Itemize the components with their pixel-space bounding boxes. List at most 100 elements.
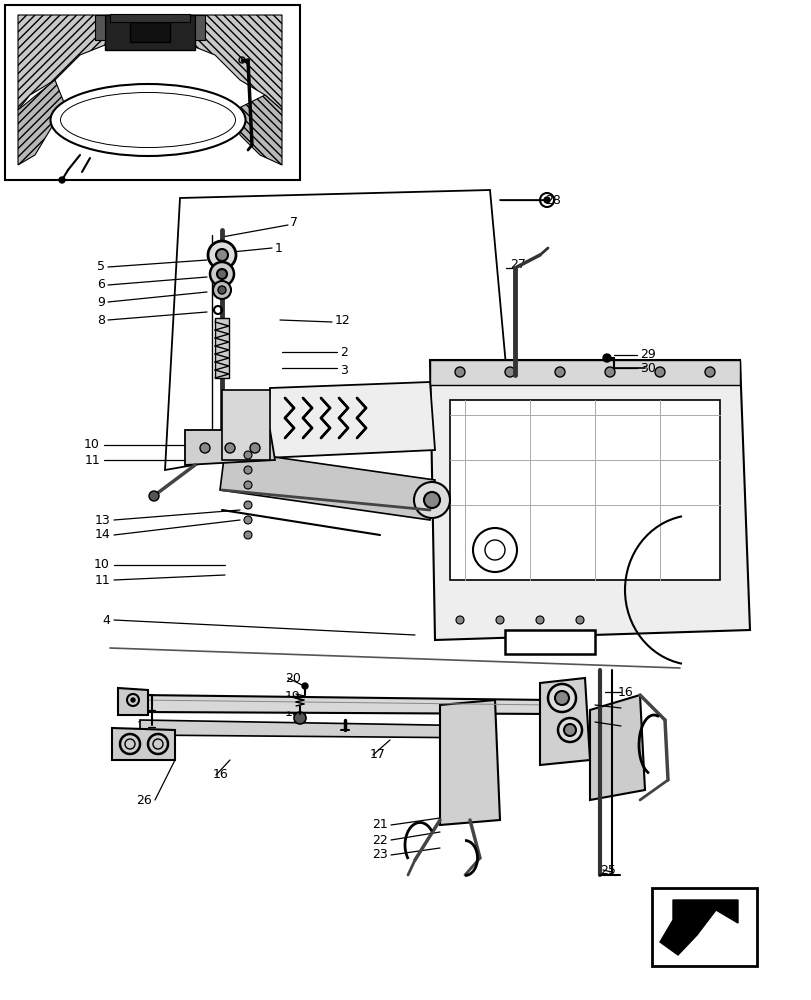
Circle shape — [557, 718, 581, 742]
Circle shape — [148, 491, 159, 501]
Circle shape — [414, 482, 449, 518]
Circle shape — [243, 466, 251, 474]
Text: 11: 11 — [94, 574, 109, 586]
Circle shape — [200, 443, 210, 453]
Polygon shape — [264, 382, 435, 458]
Polygon shape — [112, 728, 175, 760]
Text: 29: 29 — [639, 349, 655, 361]
Polygon shape — [220, 450, 435, 520]
Circle shape — [554, 691, 569, 705]
Text: 27: 27 — [509, 258, 526, 271]
Text: 26: 26 — [136, 794, 152, 806]
Text: 8: 8 — [97, 314, 105, 326]
Polygon shape — [178, 15, 281, 110]
Circle shape — [243, 451, 251, 459]
Bar — [651, 888, 756, 966]
Circle shape — [243, 531, 251, 539]
Text: 4: 4 — [102, 613, 109, 626]
Circle shape — [496, 616, 504, 624]
Text: 13: 13 — [94, 514, 109, 526]
Circle shape — [654, 367, 664, 377]
Polygon shape — [18, 15, 281, 170]
Circle shape — [575, 616, 583, 624]
Circle shape — [59, 177, 65, 183]
Text: 21: 21 — [371, 818, 388, 832]
Polygon shape — [18, 80, 65, 165]
Circle shape — [302, 683, 307, 689]
Circle shape — [250, 443, 260, 453]
Text: 18: 18 — [285, 706, 301, 718]
Polygon shape — [590, 695, 644, 800]
Circle shape — [456, 616, 463, 624]
Text: 9: 9 — [97, 296, 105, 308]
Circle shape — [547, 684, 575, 712]
Bar — [195, 15, 204, 40]
Polygon shape — [165, 190, 509, 470]
Text: 25: 25 — [599, 863, 615, 876]
Circle shape — [243, 501, 251, 509]
Text: 17: 17 — [370, 748, 385, 762]
Text: 10: 10 — [94, 558, 109, 572]
Text: 1: 1 — [275, 241, 282, 254]
Polygon shape — [18, 15, 109, 110]
Text: 30: 30 — [639, 361, 655, 374]
Text: 16: 16 — [617, 686, 633, 698]
Polygon shape — [430, 360, 739, 385]
Polygon shape — [539, 678, 590, 765]
Polygon shape — [440, 700, 500, 825]
Bar — [109, 14, 190, 22]
Circle shape — [603, 354, 610, 362]
Bar — [95, 15, 105, 40]
Circle shape — [216, 249, 228, 261]
Circle shape — [131, 698, 135, 702]
Text: 20: 20 — [285, 672, 301, 684]
Circle shape — [454, 367, 465, 377]
Text: 24: 24 — [617, 702, 633, 714]
Text: 22: 22 — [371, 834, 388, 846]
Circle shape — [243, 516, 251, 524]
Polygon shape — [659, 900, 737, 955]
Text: 23: 23 — [371, 848, 388, 861]
Ellipse shape — [50, 84, 245, 156]
Circle shape — [217, 286, 225, 294]
Polygon shape — [118, 688, 148, 715]
Text: 14: 14 — [94, 528, 109, 542]
Bar — [130, 22, 169, 42]
Text: 10: 10 — [84, 438, 100, 452]
Text: 1.21.0: 1.21.0 — [509, 637, 554, 650]
Text: 19: 19 — [285, 690, 300, 702]
Circle shape — [543, 197, 549, 203]
Circle shape — [423, 492, 440, 508]
Bar — [504, 630, 594, 654]
Text: 15: 15 — [136, 704, 152, 716]
Text: 16: 16 — [617, 720, 633, 732]
Circle shape — [217, 269, 227, 279]
Text: 3: 3 — [340, 363, 347, 376]
Text: 28: 28 — [544, 194, 560, 207]
Text: 7: 7 — [290, 217, 298, 230]
Bar — [5, 5, 299, 180]
Circle shape — [294, 712, 306, 724]
Text: 11: 11 — [84, 454, 100, 466]
Circle shape — [604, 367, 614, 377]
Circle shape — [225, 443, 234, 453]
Text: 16: 16 — [212, 768, 229, 782]
Text: 5: 5 — [97, 260, 105, 273]
Polygon shape — [234, 95, 281, 165]
Polygon shape — [139, 695, 554, 714]
Bar — [449, 400, 719, 580]
Bar — [105, 15, 195, 50]
Text: 16: 16 — [136, 720, 152, 734]
Text: 12: 12 — [335, 314, 350, 326]
Circle shape — [208, 241, 236, 269]
Circle shape — [564, 724, 575, 736]
Circle shape — [210, 262, 234, 286]
Polygon shape — [430, 360, 749, 640]
Circle shape — [504, 367, 514, 377]
Polygon shape — [185, 430, 275, 465]
Circle shape — [554, 367, 564, 377]
Circle shape — [243, 481, 251, 489]
Bar — [215, 318, 229, 378]
Circle shape — [704, 367, 714, 377]
Polygon shape — [139, 720, 495, 738]
